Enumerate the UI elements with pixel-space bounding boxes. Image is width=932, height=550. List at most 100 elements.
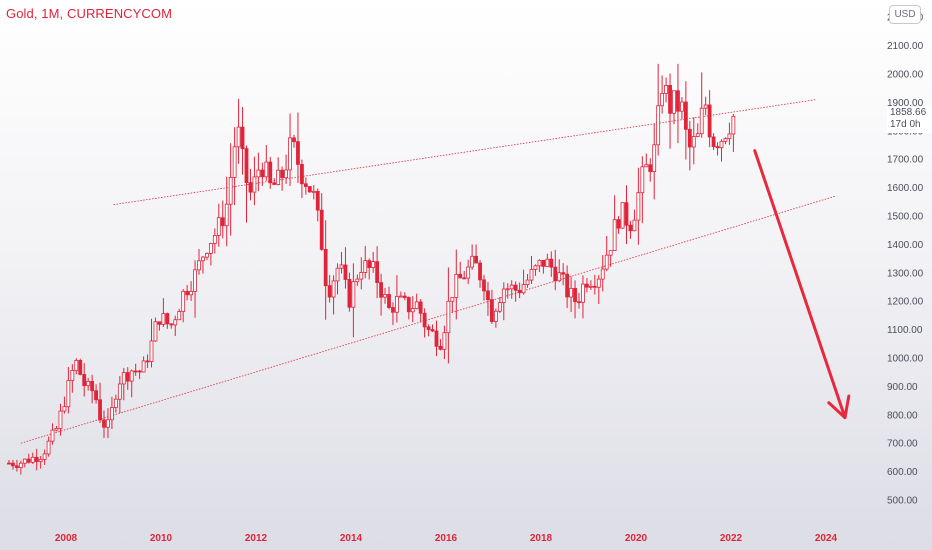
candle-body	[545, 258, 550, 267]
candle-body	[113, 398, 118, 408]
y-tick-label: 500.00	[887, 496, 918, 507]
candle-body	[581, 283, 585, 303]
candle-body	[141, 360, 146, 373]
trendline-lower[interactable]	[20, 195, 836, 444]
candle-body	[395, 295, 399, 313]
x-tick-label: 2008	[55, 533, 78, 544]
candle-body	[26, 458, 31, 463]
candle-body	[347, 279, 352, 308]
candle-body	[486, 290, 490, 300]
y-tick-label: 2000.00	[887, 70, 924, 81]
candle-body	[268, 161, 273, 184]
candle-body	[165, 313, 170, 325]
candle-body	[628, 224, 633, 232]
y-tick-label: 600.00	[887, 467, 918, 478]
candle-body	[648, 164, 653, 172]
candle-body	[640, 166, 645, 194]
candle-body	[351, 281, 356, 308]
candle-body	[307, 186, 312, 193]
candle-body	[46, 440, 51, 455]
candle-body	[462, 277, 467, 280]
candle-body	[466, 266, 471, 279]
candle-body	[288, 137, 292, 171]
candle-body	[30, 456, 35, 463]
candle-body	[137, 370, 142, 373]
candle-body	[537, 259, 542, 267]
candle-body	[161, 313, 166, 325]
arrow-shaft[interactable]	[753, 149, 847, 420]
candle-body	[102, 419, 106, 428]
candle-body	[517, 289, 522, 294]
candle-body	[224, 203, 229, 227]
candle-body	[430, 329, 435, 332]
arrow-head[interactable]	[827, 394, 851, 420]
y-tick-label: 1500.00	[887, 212, 924, 223]
y-tick-label: 1700.00	[887, 155, 924, 166]
candle-body	[363, 260, 368, 273]
candle-body	[509, 284, 514, 290]
candle-body	[676, 90, 680, 112]
y-tick-label: 1000.00	[887, 354, 924, 365]
y-tick-label: 1100.00	[887, 325, 923, 336]
candle-body	[569, 287, 573, 298]
candle-body	[490, 299, 494, 323]
candle-body	[371, 261, 376, 268]
candle-body	[497, 302, 502, 312]
candle-body	[34, 456, 39, 462]
candle-body	[42, 453, 47, 460]
candle-body	[703, 104, 708, 109]
candle-body	[446, 300, 451, 334]
candle-body	[327, 285, 332, 298]
candle-body	[244, 148, 249, 184]
candle-body	[208, 243, 213, 254]
currency-button[interactable]: USD	[889, 5, 921, 24]
candle-body	[125, 372, 130, 382]
x-tick-label: 2016	[435, 533, 458, 544]
candle-body	[185, 290, 190, 296]
y-tick-label: 1600.00	[887, 183, 924, 194]
symbol-title: Gold, 1M, CURRENCYCOM	[6, 6, 173, 21]
candle-body	[11, 462, 15, 467]
candle-body	[212, 235, 217, 244]
last-price-label: 1858.66	[890, 107, 927, 118]
candle-body	[292, 137, 296, 143]
candle-body	[359, 272, 364, 280]
candle-body	[276, 169, 281, 185]
candle-body	[117, 383, 122, 400]
candle-body	[319, 209, 324, 250]
candle-body	[343, 264, 348, 280]
candle-body	[121, 372, 126, 385]
candle-body	[687, 128, 692, 148]
candle-body	[699, 107, 704, 135]
candle-body	[414, 301, 419, 309]
candle-body	[54, 427, 59, 431]
candle-body	[110, 407, 114, 421]
candle-body	[525, 279, 530, 286]
candle-body	[723, 138, 728, 142]
candle-body	[482, 279, 486, 292]
candle-body	[387, 294, 391, 308]
candle-body	[82, 374, 87, 387]
candle-body	[478, 262, 482, 281]
candle-body	[98, 399, 102, 421]
candle-body	[521, 284, 526, 294]
candle-body	[636, 192, 641, 221]
y-tick-label: 900.00	[887, 382, 918, 393]
candle-body	[470, 255, 475, 268]
candle-body	[149, 340, 154, 362]
candle-body	[169, 323, 174, 326]
candle-body	[157, 321, 162, 325]
candle-body	[335, 267, 340, 282]
candle-body	[18, 462, 23, 469]
candle-body	[58, 410, 63, 429]
y-tick-label: 1400.00	[887, 240, 924, 251]
candle-body	[133, 370, 138, 373]
candle-body	[86, 380, 91, 387]
candle-body	[296, 141, 300, 165]
candle-body	[660, 93, 665, 107]
candle-body	[236, 126, 241, 148]
candle-body	[664, 84, 668, 94]
candle-body	[228, 177, 233, 205]
